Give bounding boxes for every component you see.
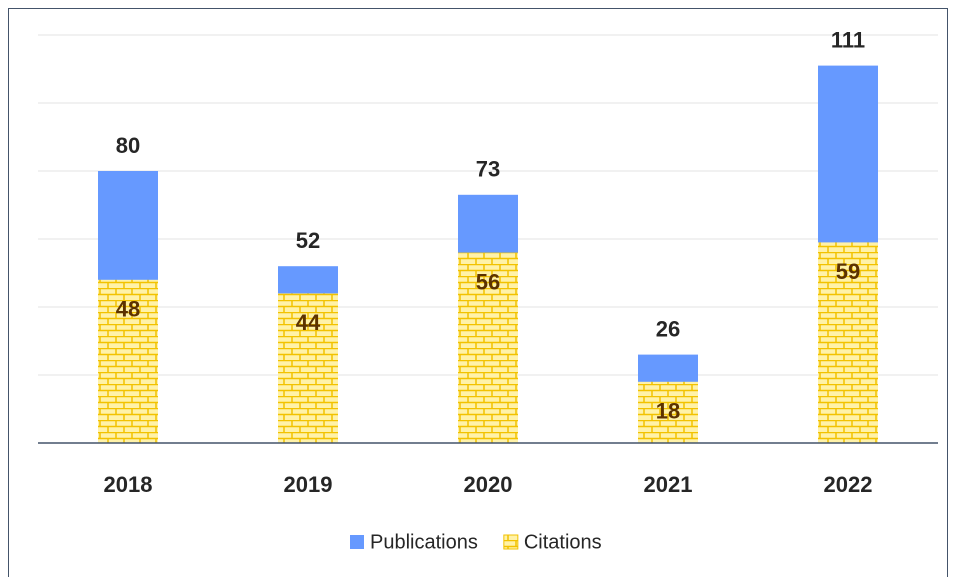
legend-label: Publications bbox=[370, 531, 478, 553]
bar bbox=[278, 293, 338, 443]
value-label: 56 bbox=[476, 269, 500, 294]
bar bbox=[818, 242, 878, 443]
legend-swatch bbox=[503, 534, 519, 550]
bar bbox=[98, 279, 158, 443]
legend-label: Citations bbox=[524, 531, 602, 553]
value-label: 73 bbox=[476, 157, 500, 182]
x-tick-label: 2019 bbox=[284, 472, 333, 497]
value-label: 59 bbox=[836, 259, 860, 284]
x-tick-label: 2020 bbox=[464, 472, 513, 497]
value-label: 26 bbox=[656, 316, 680, 341]
value-label: 52 bbox=[296, 228, 320, 253]
value-label: 48 bbox=[116, 297, 140, 322]
x-tick-label: 2018 bbox=[104, 472, 153, 497]
value-label: 18 bbox=[656, 399, 680, 424]
bar bbox=[458, 252, 518, 443]
legend-swatch bbox=[350, 535, 364, 549]
value-label: 111 bbox=[831, 27, 865, 52]
x-tick-label: 2021 bbox=[644, 472, 693, 497]
bar bbox=[638, 381, 698, 443]
value-label: 80 bbox=[116, 133, 140, 158]
x-tick-label: 2022 bbox=[824, 472, 873, 497]
value-label: 44 bbox=[296, 310, 321, 335]
